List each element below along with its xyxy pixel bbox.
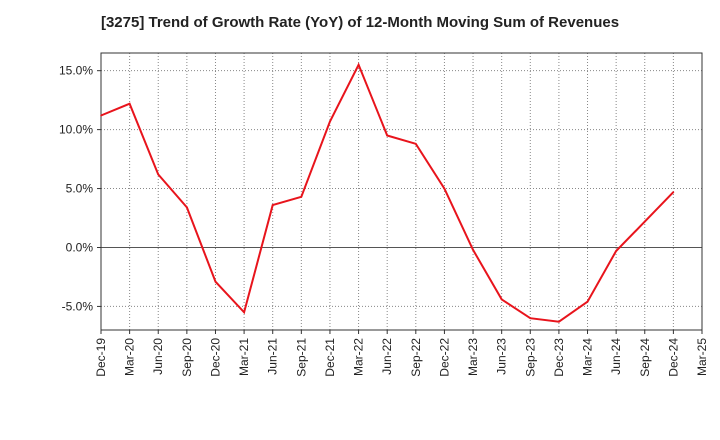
x-tick-label: Mar-25 [695,338,709,376]
x-tick-label: Jun-21 [266,338,280,375]
plot-frame [100,52,703,331]
x-tick-label: Sep-21 [294,338,308,377]
data-point [672,191,675,193]
data-point [472,249,474,251]
y-tick-label: -5.0% [62,299,94,313]
x-tick-label: Mar-22 [352,338,366,376]
data-point [157,173,159,176]
x-tick-label: Mar-21 [237,338,251,376]
data-point [357,64,360,66]
data-point [386,134,389,137]
data-point [100,114,102,117]
y-tick-label: 5.0% [66,182,94,196]
x-tick-label: Dec-24 [666,338,680,377]
x-tick-label: Sep-24 [638,338,652,377]
x-tick-label: Jun-22 [380,338,394,375]
data-point [644,220,646,223]
data-point [415,143,417,145]
y-tick-label: 10.0% [59,123,93,137]
data-point [271,204,274,206]
x-tick-label: Dec-20 [208,338,222,377]
x-tick-label: Mar-24 [581,338,595,376]
data-point [214,280,217,283]
y-tick-label: 0.0% [66,240,94,254]
x-tick-label: Dec-23 [552,338,566,377]
series-line [100,62,675,323]
data-point [443,187,446,190]
x-tick-label: Dec-19 [94,338,108,377]
data-point [529,317,532,320]
x-tick-label: Jun-24 [609,338,623,375]
x-tick-label: Dec-22 [437,338,451,377]
x-tick-label: Sep-20 [180,338,194,377]
data-point [615,250,617,252]
data-point [558,320,560,323]
data-point [500,298,503,301]
data-point [586,300,589,303]
x-tick-label: Mar-20 [123,338,137,376]
x-tick-label: Sep-23 [523,338,537,377]
x-tick-label: Jun-20 [151,338,165,375]
data-point [300,196,303,198]
x-tick-label: Sep-22 [409,338,423,377]
y-tick-label: 15.0% [59,64,93,78]
x-tick-label: Dec-21 [323,338,337,377]
data-point [128,102,131,105]
data-point [329,120,331,123]
x-tick-label: Mar-23 [466,338,480,376]
x-tick-label: Jun-23 [495,338,509,375]
chart-title: [3275] Trend of Growth Rate (YoY) of 12-… [100,14,620,31]
data-point [243,311,245,314]
data-point [186,206,188,209]
